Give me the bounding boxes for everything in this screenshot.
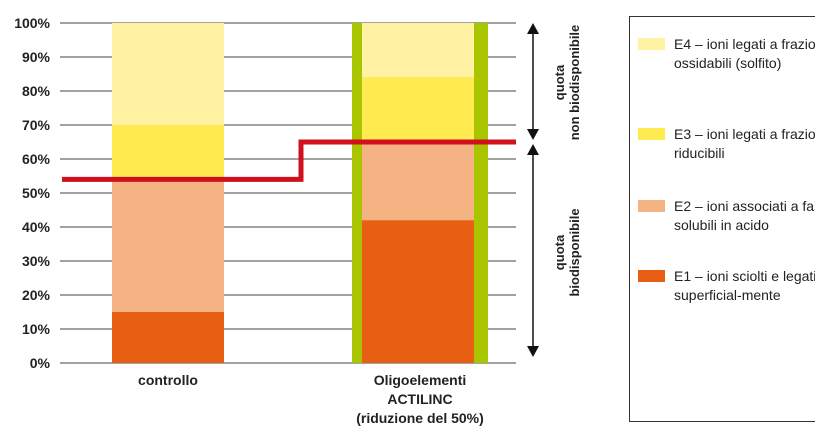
y-tick-label: 50% [22, 185, 51, 201]
y-tick-label: 70% [22, 117, 51, 133]
category-label: controllo [138, 372, 198, 388]
legend-swatch-e3 [638, 128, 665, 140]
annotation-bioavailable: quotabiodisponibile [552, 208, 582, 296]
bar-segment-e4 [362, 23, 474, 78]
legend-label-e2: E2 – ioni associati a fasi solubili in a… [674, 198, 815, 233]
y-tick-label: 90% [22, 49, 51, 65]
y-tick-label: 30% [22, 253, 51, 269]
bar-segment-e3 [362, 77, 474, 142]
legend: E4 – ioni legati a frazioni ossidabili (… [629, 16, 815, 422]
y-tick-label: 20% [22, 287, 51, 303]
annotation-non-bioavailable: quotanon biodisponibile [552, 25, 582, 141]
bar-segment-e3 [112, 125, 224, 180]
lower-arrow-head-top [527, 144, 539, 155]
y-tick-label: 80% [22, 83, 51, 99]
legend-swatch-e1 [638, 270, 665, 282]
legend-label-e3: E3 – ioni legati a frazioni riducibili [674, 126, 815, 161]
y-tick-label: 40% [22, 219, 51, 235]
upper-arrow-head-top [527, 23, 539, 34]
bar-segment-e2 [112, 179, 224, 312]
y-tick-label: 60% [22, 151, 51, 167]
legend-item-e4: E4 – ioni legati a frazioni ossidabili (… [638, 35, 815, 73]
legend-item-e2: E2 – ioni associati a fasi solubili in a… [638, 197, 815, 235]
lower-arrow-head-bottom [527, 346, 539, 357]
bar-segment-e1 [362, 220, 474, 363]
y-tick-label: 100% [14, 15, 50, 31]
threshold-line [62, 139, 516, 182]
legend-label-e1: E1 – ioni sciolti e legati superficial-m… [674, 268, 815, 303]
category-label: Oligoelementi ACTILINC (riduzione del 50%) [356, 372, 484, 426]
bar-segment-e4 [112, 23, 224, 125]
bar-segment-e2 [362, 142, 474, 221]
bar-segment-e1 [112, 312, 224, 363]
y-tick-label: 0% [30, 355, 51, 371]
legend-item-e3: E3 – ioni legati a frazioni riducibili [638, 125, 815, 163]
y-tick-label: 10% [22, 321, 51, 337]
upper-arrow-head-bottom [527, 129, 539, 140]
legend-swatch-e2 [638, 200, 665, 212]
legend-label-e4: E4 – ioni legati a frazioni ossidabili (… [674, 36, 815, 71]
legend-item-e1: E1 – ioni sciolti e legati superficial-m… [638, 267, 815, 305]
legend-swatch-e4 [638, 38, 665, 50]
